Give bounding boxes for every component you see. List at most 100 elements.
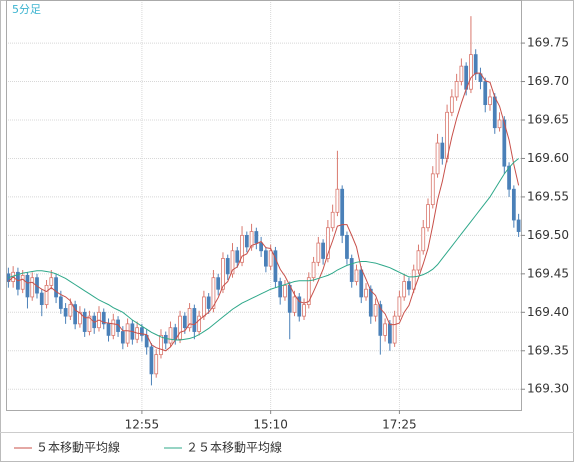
moving-average-line bbox=[8, 158, 519, 341]
candle-body bbox=[316, 242, 321, 263]
candle-body bbox=[264, 250, 268, 267]
candle-body bbox=[392, 315, 397, 344]
candle-body bbox=[469, 54, 473, 90]
candle-body bbox=[168, 327, 173, 344]
candle-body bbox=[345, 234, 349, 259]
candle-body bbox=[354, 269, 359, 282]
candle-body bbox=[387, 323, 392, 344]
candle-body bbox=[216, 277, 221, 290]
legend: ５本移動平均線 ２５本移動平均線 bbox=[14, 440, 282, 455]
candle-body bbox=[58, 296, 63, 309]
y-tick-label: 169.50 bbox=[527, 228, 569, 242]
candle-body bbox=[244, 234, 249, 248]
candle-body bbox=[154, 354, 159, 375]
candle-body bbox=[507, 165, 511, 190]
candle-body bbox=[368, 288, 373, 317]
candle-body bbox=[125, 323, 130, 344]
candle-body bbox=[473, 54, 478, 75]
y-tick-label: 169.70 bbox=[527, 74, 569, 88]
candle-body bbox=[63, 308, 68, 317]
candle-body bbox=[421, 227, 426, 252]
x-tick-label: 12:55 bbox=[125, 418, 160, 432]
candle-body bbox=[311, 261, 316, 279]
candle-body bbox=[292, 296, 297, 313]
candle-body bbox=[306, 277, 311, 306]
candle-body bbox=[106, 323, 111, 336]
y-tick-label: 169.30 bbox=[527, 382, 569, 396]
candle-body bbox=[202, 296, 206, 317]
candle-body bbox=[397, 296, 402, 317]
legend-label: ５本移動平均線 bbox=[36, 440, 120, 455]
candle-body bbox=[378, 304, 383, 336]
candle-body bbox=[82, 311, 87, 332]
candle-body bbox=[206, 296, 211, 309]
candle-body bbox=[111, 319, 116, 336]
candle-body bbox=[68, 304, 73, 317]
marks bbox=[6, 16, 521, 386]
candle-body bbox=[187, 308, 192, 329]
candle-body bbox=[454, 81, 459, 98]
candle-body bbox=[259, 242, 263, 252]
legend-label: ２５本移動平均線 bbox=[186, 440, 282, 455]
candle-body bbox=[321, 242, 325, 259]
candle-body bbox=[426, 204, 430, 229]
candle-body bbox=[287, 284, 292, 313]
candle-body bbox=[349, 258, 354, 282]
candle-body bbox=[192, 308, 197, 332]
candle-body bbox=[340, 188, 345, 236]
y-tick-label: 169.40 bbox=[527, 305, 569, 319]
grid bbox=[6, 0, 521, 410]
candle-body bbox=[30, 277, 35, 298]
candle-body bbox=[225, 258, 230, 275]
candle-body bbox=[364, 288, 368, 298]
candle-body bbox=[449, 96, 454, 113]
candle-body bbox=[235, 250, 240, 263]
chart-title: 5分足 bbox=[12, 3, 41, 16]
candle-body bbox=[163, 334, 168, 344]
candle-body bbox=[416, 250, 421, 271]
y-tick-label: 169.75 bbox=[527, 36, 569, 50]
candle-body bbox=[78, 311, 82, 325]
candle-body bbox=[330, 211, 335, 229]
x-tick-label: 17:25 bbox=[382, 418, 417, 432]
candle-body bbox=[511, 188, 516, 221]
candle-body bbox=[39, 292, 44, 306]
candle-body bbox=[268, 250, 273, 267]
candle-body bbox=[44, 284, 49, 306]
candle-body bbox=[283, 284, 287, 298]
candle-body bbox=[402, 281, 407, 298]
x-tick-label: 15:10 bbox=[253, 418, 288, 432]
candle-body bbox=[516, 219, 521, 232]
candle-body bbox=[459, 65, 464, 82]
y-tick-label: 169.35 bbox=[527, 343, 569, 357]
candle-body bbox=[221, 258, 225, 290]
y-tick-label: 169.65 bbox=[527, 113, 569, 127]
candle-body bbox=[359, 269, 364, 298]
candle-body bbox=[492, 96, 497, 129]
y-tick-label: 169.45 bbox=[527, 266, 569, 280]
candle-body bbox=[497, 119, 502, 129]
candle-body bbox=[211, 277, 216, 309]
candle-body bbox=[49, 277, 54, 286]
candle-body bbox=[488, 96, 492, 106]
candle-body bbox=[383, 323, 387, 336]
candle-body bbox=[435, 142, 440, 175]
candle-body bbox=[120, 331, 125, 344]
candle-body bbox=[297, 296, 302, 317]
candle-body bbox=[483, 81, 488, 106]
candle-body bbox=[502, 119, 507, 167]
y-tick-label: 169.60 bbox=[527, 151, 569, 165]
candle-body bbox=[140, 327, 144, 336]
moving-average-line bbox=[8, 72, 520, 352]
candle-body bbox=[407, 281, 411, 290]
candle-body bbox=[325, 227, 330, 259]
candle-body bbox=[249, 231, 254, 248]
candle-body bbox=[101, 311, 106, 325]
candle-body bbox=[430, 173, 435, 206]
candle-body bbox=[440, 142, 445, 159]
candle-body bbox=[182, 315, 187, 329]
candle-body bbox=[149, 346, 154, 375]
candle-body bbox=[273, 250, 278, 282]
